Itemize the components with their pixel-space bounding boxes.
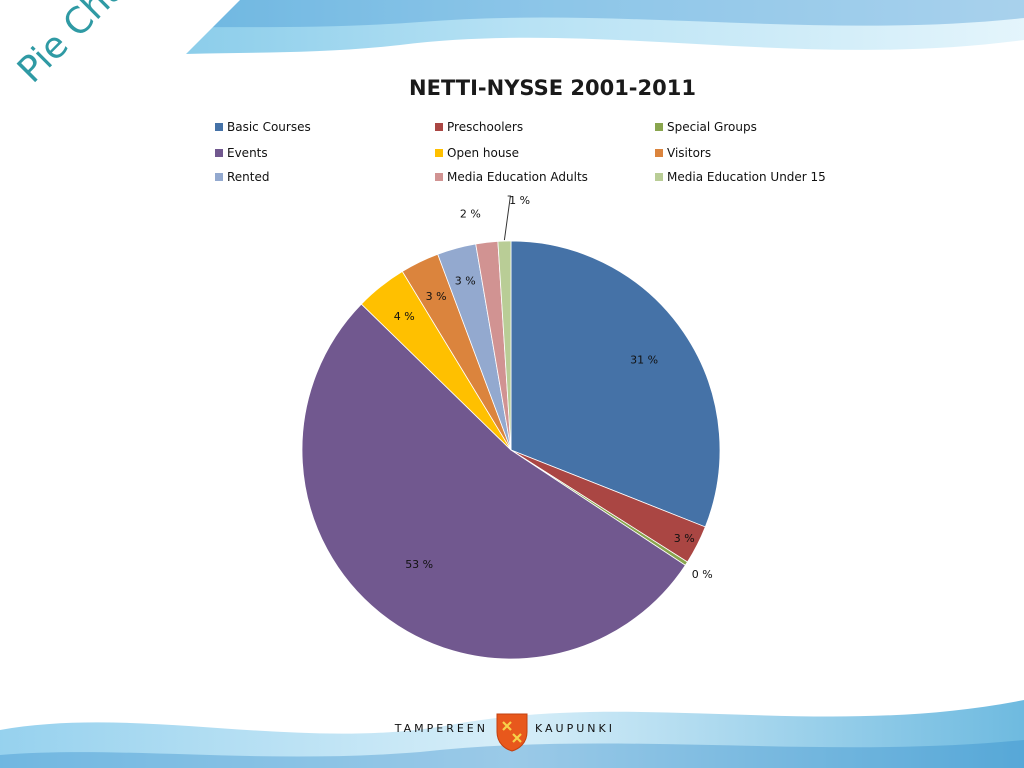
data-label: 1 % bbox=[509, 194, 530, 207]
legend-item: Open house bbox=[435, 146, 519, 160]
pie-slice-basic-courses bbox=[510, 240, 721, 528]
data-label: 2 % bbox=[460, 208, 481, 221]
pie-slice-events bbox=[301, 303, 686, 660]
legend-label: Media Education Under 15 bbox=[667, 170, 826, 184]
legend-item: Basic Courses bbox=[215, 120, 311, 134]
legend-swatch bbox=[215, 149, 223, 157]
legend-swatch bbox=[435, 149, 443, 157]
pie-slice-media-education-under-15 bbox=[497, 240, 512, 451]
chart-panel: NETTI-NYSSE 2001-2011 Basic Courses Event… bbox=[195, 68, 910, 690]
legend-item: Visitors bbox=[655, 146, 711, 160]
legend-swatch bbox=[655, 149, 663, 157]
footer: TAMPEREEN KAUPUNKI bbox=[0, 712, 1024, 752]
legend-item: Media Education Adults bbox=[435, 170, 588, 184]
legend-item: Media Education Under 15 bbox=[655, 170, 826, 184]
data-label: 3 % bbox=[426, 290, 447, 303]
data-label: 3 % bbox=[455, 275, 476, 288]
legend-swatch bbox=[655, 123, 663, 131]
legend-item: Rented bbox=[215, 170, 270, 184]
legend-item: Preschoolers bbox=[435, 120, 523, 134]
legend-label: Special Groups bbox=[667, 120, 757, 134]
chart-title: NETTI-NYSSE 2001-2011 bbox=[409, 76, 696, 100]
legend-label: Open house bbox=[447, 146, 520, 160]
data-label: 4 % bbox=[394, 310, 415, 323]
legend-label: Visitors bbox=[667, 146, 712, 160]
legend-swatch bbox=[435, 173, 443, 181]
footer-city-word-right: KAUPUNKI bbox=[535, 722, 615, 735]
data-label: 3 % bbox=[674, 532, 695, 545]
legend-label: Media Education Adults bbox=[447, 170, 588, 184]
legend-item: Events bbox=[215, 146, 268, 160]
legend-label: Basic Courses bbox=[227, 120, 311, 134]
legend-swatch bbox=[435, 123, 443, 131]
city-coat-of-arms-logo bbox=[496, 713, 528, 752]
data-label: 0 % bbox=[692, 568, 713, 581]
data-label: 53 % bbox=[405, 558, 433, 571]
pie-chart: 31 % 3 % 0 % 53 % 4 % 3 % 3 % 2 % 1 % bbox=[301, 194, 721, 660]
legend-label: Preschoolers bbox=[447, 120, 524, 134]
legend-swatch bbox=[215, 173, 223, 181]
legend-item: Special Groups bbox=[655, 120, 757, 134]
footer-city-word-left: TAMPEREEN bbox=[394, 722, 488, 735]
data-label: 31 % bbox=[630, 354, 658, 367]
legend-label: Events bbox=[227, 146, 268, 160]
data-label-leader-line bbox=[503, 195, 511, 241]
legend-swatch bbox=[215, 123, 223, 131]
legend-label: Rented bbox=[227, 170, 270, 184]
legend-swatch bbox=[655, 173, 663, 181]
